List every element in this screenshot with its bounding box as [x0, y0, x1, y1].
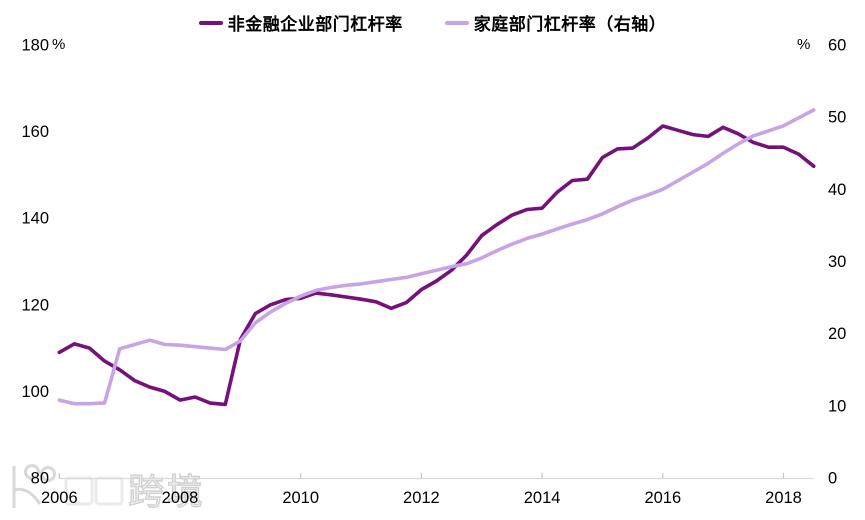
watermark: 跨境: [0, 456, 230, 520]
right-axis-tick-label: 50: [828, 109, 846, 127]
legend-item-corporate: 非金融企业部门杠杆率: [198, 10, 403, 35]
x-tick-label: 2006: [41, 489, 78, 507]
x-tick-label: 2014: [524, 489, 561, 507]
left-axis-tick-label: 140: [21, 210, 49, 228]
x-tick-label: 2016: [644, 489, 681, 507]
x-tick-label: 2010: [282, 489, 319, 507]
right-axis-tick-label: 0: [828, 470, 837, 488]
series-line-1: [57, 108, 816, 406]
left-axis-tick-label: 80: [31, 470, 49, 488]
household-line-swatch: [444, 20, 469, 25]
series-line-0: [57, 124, 816, 407]
right-axis-tick-label: 30: [828, 253, 846, 271]
legend-label-corporate: 非金融企业部门杠杆率: [227, 15, 403, 34]
right-axis-unit: %: [797, 36, 811, 53]
x-tick-label: 2008: [162, 489, 199, 507]
right-axis-tick-label: 40: [828, 181, 846, 199]
left-axis-tick-label: 100: [21, 383, 49, 401]
watermark-text: 跨境: [128, 471, 206, 512]
corporate-line-swatch: [198, 20, 223, 25]
right-axis-tick-label: 20: [828, 325, 846, 343]
x-tick-label: 2018: [765, 489, 802, 507]
left-axis-tick-label: 160: [21, 123, 49, 141]
legend-label-household: 家庭部门杠杆率（右轴）: [473, 15, 667, 34]
left-axis-unit: %: [52, 36, 66, 53]
chart-legend: 非金融企业部门杠杆率 家庭部门杠杆率（右轴）: [0, 10, 865, 35]
legend-item-household: 家庭部门杠杆率（右轴）: [444, 10, 667, 35]
left-axis-tick-label: 180: [21, 37, 49, 55]
right-axis-tick-label: 60: [828, 37, 846, 55]
x-tick-label: 2012: [403, 489, 440, 507]
left-axis-tick-label: 120: [21, 296, 49, 314]
right-axis-tick-label: 10: [828, 397, 846, 415]
